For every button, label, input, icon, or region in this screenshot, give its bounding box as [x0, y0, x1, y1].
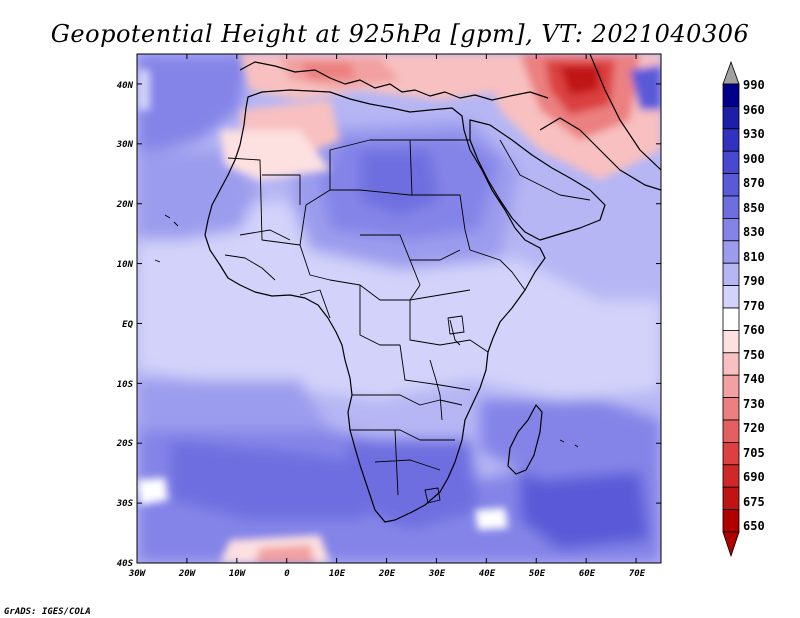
colorbar-box: [722, 106, 740, 130]
plot-frame: [136, 53, 662, 564]
colorbar-box: [722, 329, 740, 354]
colorbar-box: [722, 352, 740, 376]
lon-label: 20W: [178, 569, 197, 579]
colorbar-label: 900: [743, 152, 765, 166]
colorbar-box: [722, 83, 740, 107]
colorbar-box: [722, 441, 740, 466]
colorbar-label: 690: [743, 470, 765, 484]
colorbar-label: 870: [743, 176, 765, 190]
colorbar-box: [722, 217, 740, 242]
lat-axis: 40N 30N 20N 10N EQ 10S 20S 30S 40S: [116, 81, 134, 569]
colorbar-label: 990: [743, 78, 765, 92]
colorbar-box: [722, 509, 740, 533]
lon-label: 10E: [329, 569, 346, 579]
colorbar-box: [722, 173, 740, 197]
lat-label: 40S: [117, 559, 134, 569]
colorbar-label: 740: [743, 372, 765, 386]
arabia-coastline: [469, 119, 606, 241]
colorbar-box: [722, 150, 740, 174]
axis-ticks: [136, 54, 661, 564]
colorbar-label: 720: [743, 421, 765, 435]
lat-label: 20S: [116, 439, 134, 449]
colorbar-box: [722, 464, 740, 488]
lon-label: 40E: [479, 569, 496, 579]
colorbar-box: [722, 240, 740, 264]
lon-label: 70E: [629, 569, 646, 579]
colorbar-label: 750: [743, 348, 765, 362]
colorbar-min-arrow: [722, 531, 740, 558]
colorbar-label: 730: [743, 397, 765, 411]
lon-label: 10W: [229, 569, 247, 579]
lon-label: 0: [284, 569, 290, 579]
colorbar-label: 830: [743, 225, 765, 239]
colorbar-label: 850: [743, 201, 765, 215]
colorbar-max-arrow: [722, 60, 740, 85]
colorbar-label: 810: [743, 250, 765, 264]
colorbar-box: [722, 374, 740, 399]
colorbar-box: [722, 262, 740, 287]
lat-label: 10S: [117, 380, 134, 390]
colorbar-box: [722, 307, 740, 331]
colorbar-label: 790: [743, 274, 765, 288]
grads-credit: GrADS: IGES/COLA: [4, 607, 91, 617]
colorbar-label: 650: [743, 519, 765, 533]
lat-label: 10N: [117, 260, 134, 270]
country-borders: [224, 139, 591, 504]
lat-label: 20N: [116, 200, 134, 210]
lat-label: 40N: [117, 81, 134, 91]
madagascar-coastline: [507, 404, 543, 475]
height-field: [137, 54, 661, 563]
colorbar-box: [722, 419, 740, 443]
colorbar-box: [722, 285, 740, 309]
colorbar-label: 960: [743, 103, 765, 117]
colorbar-label: 675: [743, 495, 765, 509]
colorbar: 990 960 930 900 870 850 830 810 790 770 …: [722, 60, 765, 558]
europe-coastline: [239, 61, 549, 101]
colorbar-label: 760: [743, 323, 765, 337]
lon-axis: 30W 20W 10W 0 10E 20E 30E 40E 50E 60E 70…: [128, 569, 646, 579]
colorbar-label: 770: [743, 299, 765, 313]
lat-label: 30S: [116, 499, 134, 509]
lon-label: 60E: [579, 569, 596, 579]
lon-label: 50E: [529, 569, 546, 579]
colorbar-box: [722, 397, 740, 421]
colorbar-box: [722, 195, 740, 219]
lat-label: 30N: [116, 140, 134, 150]
colorbar-box: [722, 128, 740, 152]
lon-label: 20E: [378, 569, 396, 579]
map-title: Geopotential Height at 925hPa [gpm], VT:…: [51, 20, 750, 48]
lat-label: EQ: [122, 320, 133, 330]
colorbar-label: 930: [743, 127, 765, 141]
colorbar-box: [722, 486, 740, 511]
colorbar-label: 705: [743, 446, 765, 460]
lon-label: 30E: [428, 569, 446, 579]
lon-label: 30W: [128, 569, 147, 579]
